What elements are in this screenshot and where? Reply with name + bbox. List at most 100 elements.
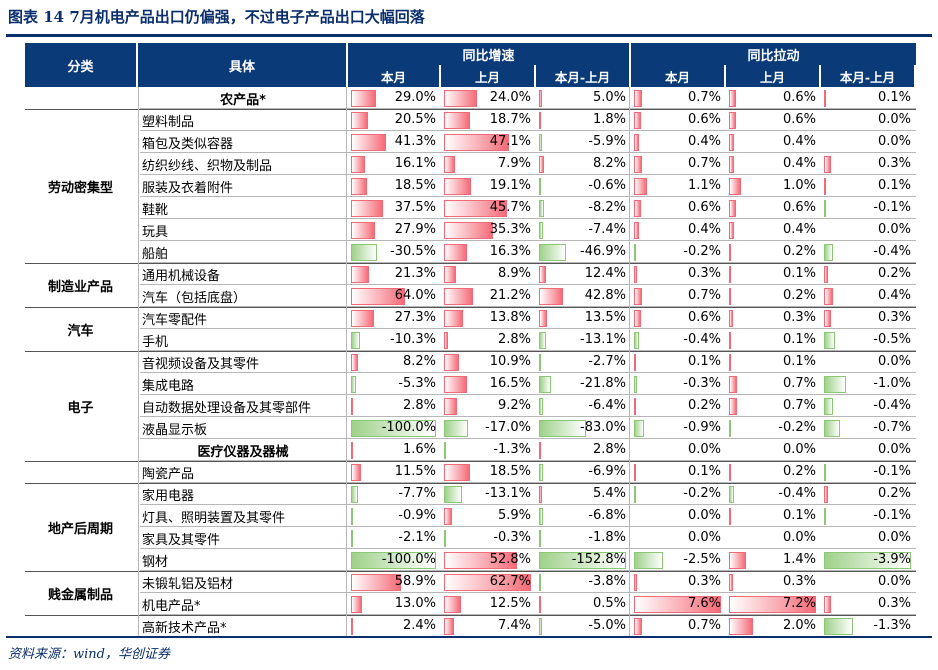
cell-value: -0.5% bbox=[873, 332, 911, 347]
negative-bar bbox=[351, 508, 353, 525]
value-cell: -21.8% bbox=[536, 373, 629, 395]
value-cell: -1.3% bbox=[821, 615, 914, 637]
positive-bar bbox=[351, 222, 375, 239]
item-label: 箱包及类似容器 bbox=[142, 136, 234, 152]
cell-value: 0.0% bbox=[782, 442, 816, 457]
item-label: 塑料制品 bbox=[142, 114, 195, 130]
negative-bar bbox=[824, 244, 833, 261]
row-divider bbox=[140, 438, 916, 439]
item-label: 汽车（包括底盘） bbox=[142, 290, 247, 306]
positive-bar bbox=[351, 310, 375, 327]
negative-bar bbox=[444, 442, 446, 459]
cell-value: 0.6% bbox=[687, 200, 721, 215]
positive-bar bbox=[351, 398, 354, 415]
item-label: 灯具、照明装置及其零件 bbox=[142, 510, 286, 526]
cell-value: 8.9% bbox=[497, 266, 531, 281]
positive-bar bbox=[444, 574, 531, 591]
negative-bar bbox=[539, 178, 541, 195]
value-cell: -13.1% bbox=[441, 483, 534, 505]
positive-bar bbox=[729, 156, 734, 173]
row-divider bbox=[140, 592, 916, 593]
cell-value: 0.6% bbox=[687, 310, 721, 325]
header-sub-1: 上月 bbox=[441, 65, 534, 87]
value-cell: 16.1% bbox=[348, 153, 439, 175]
value-cell: 0.0% bbox=[631, 527, 724, 549]
cell-value: 24.0% bbox=[489, 90, 531, 105]
value-cell: 0.5% bbox=[536, 593, 629, 615]
negative-bar bbox=[539, 134, 543, 151]
positive-bar bbox=[729, 112, 737, 129]
value-cell: 0.7% bbox=[631, 153, 724, 175]
positive-bar bbox=[539, 288, 564, 305]
positive-bar bbox=[634, 266, 638, 283]
item-label: 钢材 bbox=[142, 554, 169, 570]
cell-value: -8.2% bbox=[588, 200, 626, 215]
row-divider bbox=[140, 306, 916, 307]
value-cell: 0.4% bbox=[726, 219, 819, 241]
value-cell: -2.7% bbox=[536, 351, 629, 373]
value-cell: 0.0% bbox=[821, 527, 914, 549]
cell-value: 7.4% bbox=[497, 618, 531, 633]
negative-bar bbox=[444, 420, 468, 437]
positive-bar bbox=[634, 90, 642, 107]
positive-bar bbox=[351, 442, 353, 459]
positive-bar bbox=[351, 134, 387, 151]
value-cell: -6.8% bbox=[536, 505, 629, 527]
header-sub-5: 本月-上月 bbox=[821, 65, 914, 87]
cell-value: 0.0% bbox=[877, 134, 911, 149]
cell-value: 0.7% bbox=[687, 288, 721, 303]
value-cell: 0.2% bbox=[726, 241, 819, 263]
cell-value: 0.3% bbox=[877, 596, 911, 611]
negative-bar bbox=[539, 376, 552, 393]
row-divider bbox=[140, 482, 916, 483]
cell-value: 41.3% bbox=[394, 134, 436, 149]
positive-bar bbox=[634, 354, 636, 371]
item-label: 音视频设备及其零件 bbox=[142, 356, 260, 372]
positive-bar bbox=[729, 596, 816, 613]
cell-value: 0.1% bbox=[782, 332, 816, 347]
cell-value: 0.3% bbox=[687, 266, 721, 281]
positive-bar bbox=[634, 574, 638, 591]
positive-bar bbox=[729, 222, 734, 239]
cell-value: -0.1% bbox=[873, 464, 911, 479]
value-cell: 18.7% bbox=[441, 109, 534, 131]
cell-value: 2.8% bbox=[402, 398, 436, 413]
cell-value: 16.1% bbox=[394, 156, 436, 171]
cell-value: 18.5% bbox=[489, 464, 531, 479]
value-cell: 0.6% bbox=[631, 109, 724, 131]
positive-bar bbox=[729, 464, 732, 481]
cell-value: -5.9% bbox=[588, 134, 626, 149]
value-cell: -7.4% bbox=[536, 219, 629, 241]
value-cell: -6.4% bbox=[536, 395, 629, 417]
value-cell: -0.4% bbox=[821, 395, 914, 417]
negative-bar bbox=[634, 486, 637, 503]
value-cell: 27.3% bbox=[348, 307, 439, 329]
negative-bar bbox=[634, 332, 639, 349]
value-cell: -5.3% bbox=[348, 373, 439, 395]
cell-value: -1.8% bbox=[588, 530, 626, 545]
row-divider bbox=[140, 526, 916, 527]
cell-value: 0.1% bbox=[782, 354, 816, 369]
cell-value: 7.2% bbox=[782, 596, 816, 611]
cell-value: 0.4% bbox=[782, 134, 816, 149]
positive-bar bbox=[444, 332, 448, 349]
positive-bar bbox=[539, 310, 547, 327]
category-label: 制造业产品 bbox=[47, 279, 113, 295]
negative-bar bbox=[824, 464, 827, 481]
value-cell: 13.0% bbox=[348, 593, 439, 615]
item-label: 集成电路 bbox=[142, 378, 195, 394]
positive-bar bbox=[634, 156, 642, 173]
positive-bar bbox=[351, 112, 369, 129]
value-cell: -0.9% bbox=[348, 505, 439, 527]
cell-value: 62.7% bbox=[489, 574, 531, 589]
cell-value: 1.4% bbox=[782, 552, 816, 567]
positive-bar bbox=[539, 112, 541, 129]
cell-value: 0.3% bbox=[877, 156, 911, 171]
value-cell: 0.4% bbox=[631, 131, 724, 153]
cell-value: -0.2% bbox=[683, 486, 721, 501]
group-divider bbox=[25, 109, 916, 110]
cell-value: 0.0% bbox=[877, 222, 911, 237]
row-divider bbox=[140, 108, 916, 109]
value-cell: 0.0% bbox=[821, 131, 914, 153]
header-category: 分类 bbox=[25, 43, 136, 87]
